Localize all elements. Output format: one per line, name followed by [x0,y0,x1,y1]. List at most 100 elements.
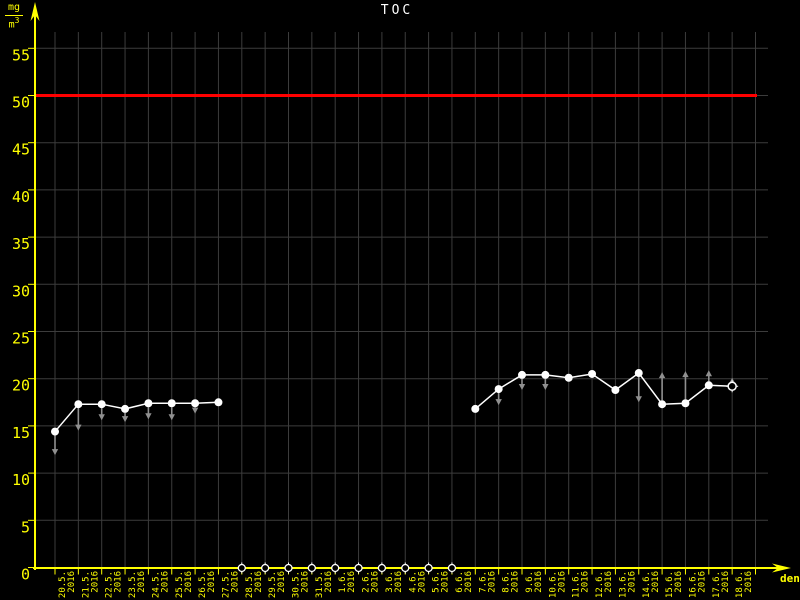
x-tick-label-year: 2016 [417,571,427,593]
x-tick-label-day: 7.6. [478,571,488,593]
x-tick-label-year: 2016 [137,571,147,593]
x-axis-arrow-icon [772,563,791,573]
x-tick-label-day: 31.5. [315,571,325,598]
y-tick-label: 15 [12,424,30,442]
x-tick-label-day: 22.5. [105,571,115,598]
x-tick-label-year: 2016 [184,571,194,593]
x-tick-label-day: 2.6. [362,571,372,593]
x-tick-label-day: 10.6. [548,571,558,598]
x-tick-label-year: 2016 [277,571,287,593]
y-axis-arrow-icon [30,2,40,21]
y-tick-label: 50 [12,94,30,112]
missing-day-marker [237,563,246,573]
x-tick-label-year: 2016 [114,571,124,593]
x-tick-label-day: 23.5. [128,571,138,598]
data-point [494,385,503,394]
x-tick-label-year: 2016 [604,571,614,593]
missing-day-marker [284,563,293,573]
missing-day-marker [401,563,410,573]
y-tick-label: 10 [12,471,30,489]
x-tick-label-year: 2016 [627,571,637,593]
x-tick-label-day: 21.5. [81,571,91,598]
x-tick-label-year: 2016 [581,571,591,593]
data-point [121,404,130,413]
x-tick-label-day: 9.6. [525,571,535,593]
y-tick-label: 30 [12,282,30,300]
x-tick-label-year: 2016 [324,571,334,593]
x-tick-label-year: 2016 [721,571,731,593]
x-tick-label-day: 29.5. [268,571,278,598]
x-tick-label-year: 2016 [230,571,240,593]
data-point [167,399,176,408]
missing-day-marker [377,563,387,573]
up-arrow-icon [705,370,712,377]
down-arrow-icon [98,414,105,421]
data-point [144,399,153,408]
unit-numerator: mg [5,2,24,16]
up-arrow-icon [682,371,689,378]
x-tick-label-year: 2016 [90,571,100,593]
data-point [611,386,620,395]
chart-title: TOC [380,3,414,18]
y-tick-label: 35 [12,235,30,253]
data-point [588,369,597,378]
data-point [518,370,526,379]
y-tick-label: 45 [12,141,30,159]
x-tick-label-year: 2016 [67,571,77,593]
series-line [474,371,733,410]
x-tick-label-year: 2016 [160,571,170,593]
data-point [541,370,550,379]
unit-denominator: m3 [8,16,20,31]
missing-day-marker [307,563,317,573]
data-point [634,369,643,378]
down-arrow-icon [51,449,59,456]
x-tick-label-day: 27.5. [221,571,231,598]
data-point [191,399,200,408]
x-tick-label-day: 3.6. [385,571,395,593]
x-tick-label-year: 2016 [744,571,754,593]
x-tick-label-day: 25.5. [175,571,185,598]
down-arrow-icon [191,407,199,414]
y-tick-label: 40 [12,188,30,206]
data-point [74,400,83,409]
data-point [564,373,573,382]
x-tick-label-year: 2016 [394,571,404,593]
data-point [97,400,106,409]
x-tick-label-day: 24.5. [151,571,161,598]
missing-day-marker [354,563,363,573]
y-tick-label: 25 [12,330,30,348]
data-point [51,427,59,436]
x-tick-label-day: 26.5. [198,571,208,598]
down-arrow-icon [121,416,129,423]
down-arrow-icon [145,413,152,420]
x-tick-label-year: 2016 [511,571,521,593]
x-tick-label-day: 16.6. [688,571,698,598]
missing-day-marker [447,563,457,573]
x-tick-label-day: 30.5. [292,571,302,598]
y-tick-label: 20 [12,377,30,395]
y-tick-label: 0 [21,566,30,584]
data-point [214,398,223,407]
x-tick-label-year: 2016 [347,571,357,593]
x-tick-label-day: 18.6. [735,571,745,598]
x-tick-label-day: 11.6. [572,571,582,598]
x-tick-label-year: 2016 [534,571,544,593]
data-point-open [727,381,737,392]
data-point [658,400,667,409]
missing-day-marker [331,563,340,573]
down-arrow-icon [495,399,502,406]
down-arrow-icon [635,396,642,403]
x-tick-label-year: 2016 [557,571,567,593]
missing-day-marker [424,563,433,573]
x-tick-label-year: 2016 [441,571,451,593]
x-tick-label-year: 2016 [487,571,497,593]
x-tick-label-day: 12.6. [595,571,605,598]
down-arrow-icon [75,424,82,431]
x-tick-label-year: 2016 [674,571,684,593]
x-tick-label-day: 8.6. [502,571,512,593]
x-tick-label-year: 2016 [697,571,707,593]
x-tick-label-day: 1.6. [338,571,348,593]
x-axis-label: den [780,572,800,585]
